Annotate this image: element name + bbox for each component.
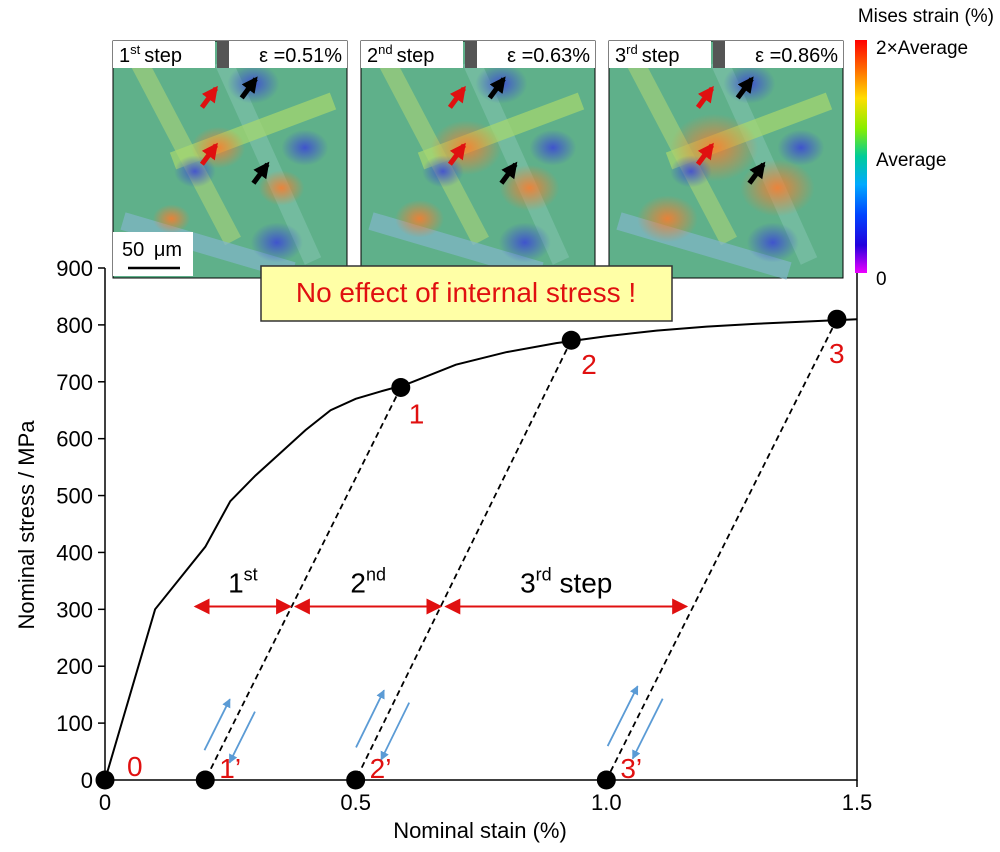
feature-arrow — [251, 161, 270, 185]
data-point-label: 0 — [127, 751, 143, 782]
y-tick-label: 400 — [56, 540, 93, 565]
feature-arrow — [747, 161, 766, 185]
feature-arrow — [695, 85, 714, 109]
unloading-line — [354, 339, 573, 781]
y-tick-label: 300 — [56, 597, 93, 622]
panel-strain-box — [229, 41, 347, 68]
y-axis-ticks: 0 100 200 300 400 500 600 700 800 900 — [56, 256, 105, 793]
colorbar-mid-label: Average — [876, 150, 946, 171]
y-axis-label: Nominal stress / MPa — [14, 420, 39, 630]
data-point-label: 1’ — [219, 753, 241, 784]
feature-arrow — [199, 85, 218, 109]
annotation-text: No effect of internal stress ! — [296, 277, 636, 308]
plot-frame — [104, 268, 858, 781]
feature-arrow — [499, 161, 518, 185]
colorbar: Mises strain (%) 2×Average Average 0 — [855, 6, 994, 290]
strain-map-panel: 3rd step ε =0.86% — [608, 40, 844, 280]
scale-bar-value: 50 — [122, 239, 144, 261]
panel-step-label: 2nd step — [367, 42, 434, 67]
panel-step-label: 3rd step — [615, 42, 680, 67]
feature-arrow — [447, 142, 466, 166]
step-span-label: 2nd — [350, 564, 386, 598]
x-axis-label: Nominal stain (%) — [393, 818, 567, 843]
data-point — [827, 309, 847, 329]
colorbar-min-label: 0 — [876, 269, 887, 290]
x-tick-label: 1.0 — [591, 790, 622, 815]
x-axis-ticks: 0 0.5 1.0 1.5 — [99, 780, 872, 815]
data-point-label: 1 — [409, 398, 425, 429]
loading-arrow — [606, 685, 639, 747]
feature-arrow — [447, 85, 466, 109]
data-points: 0 1 2 3 1’ 2’ 3’ — [95, 309, 847, 790]
x-tick-label: 1.5 — [842, 790, 873, 815]
data-point-label: 2 — [581, 349, 597, 380]
y-tick-label: 0 — [81, 768, 93, 793]
panel-step-label: 1st step — [119, 42, 182, 67]
data-point — [391, 377, 411, 397]
y-tick-label: 500 — [56, 484, 93, 509]
y-tick-label: 800 — [56, 313, 93, 338]
data-point-label: 3 — [829, 338, 845, 369]
panel-strain-label: ε =0.51% — [259, 45, 342, 67]
feature-arrow — [487, 76, 506, 100]
panel-step-box — [361, 41, 463, 68]
loading-arrow — [355, 689, 385, 748]
data-point — [561, 330, 581, 350]
step-span-arrows: 1st 2nd 3rd step — [193, 564, 689, 615]
unloading-lines — [204, 318, 838, 781]
data-point-label: 2’ — [370, 753, 392, 784]
svg-text:50 μm: 50 μm — [122, 239, 182, 261]
step-span-label: 3rd step — [520, 564, 612, 598]
panel-strain-label: ε =0.86% — [755, 45, 838, 67]
loading-unloading-arrows — [203, 685, 664, 764]
unloading-line — [204, 387, 402, 781]
colorbar-max-label: 2×Average — [876, 38, 968, 59]
colorbar-gradient — [855, 40, 867, 273]
y-tick-label: 700 — [56, 370, 93, 395]
panel-step-box — [609, 41, 711, 68]
y-tick-label: 100 — [56, 711, 93, 736]
strain-map-panels: 1st step ε =0.51% 2nd step ε =0.63% 3rd step ε =… — [112, 40, 844, 280]
data-point-label: 3’ — [620, 753, 642, 784]
feature-arrow — [239, 76, 258, 100]
unloading-arrow — [631, 698, 664, 760]
panel-step-box — [113, 41, 215, 68]
panel-strain-box — [725, 41, 843, 68]
strain-map-panel: 2nd step ε =0.63% — [360, 40, 596, 280]
y-tick-label: 900 — [56, 256, 93, 281]
feature-arrow — [199, 142, 218, 166]
y-tick-label: 200 — [56, 654, 93, 679]
scale-bar-unit: μm — [154, 239, 182, 261]
x-tick-label: 0 — [99, 790, 111, 815]
unloading-line — [605, 318, 838, 781]
colorbar-title: Mises strain (%) — [858, 6, 994, 27]
x-tick-label: 0.5 — [340, 790, 371, 815]
y-tick-label: 600 — [56, 427, 93, 452]
stress-strain-curve — [104, 318, 858, 781]
feature-arrow — [695, 142, 714, 166]
annotation-box: No effect of internal stress ! — [260, 265, 673, 322]
unloading-arrow — [228, 711, 256, 764]
unloading-arrow — [380, 702, 411, 761]
feature-arrow — [735, 76, 754, 100]
step-span-label: 1st — [228, 564, 258, 598]
panel-strain-label: ε =0.63% — [507, 45, 590, 67]
panel-strain-box — [477, 41, 595, 68]
loading-arrow — [203, 698, 231, 751]
scale-bar: 50 μm — [113, 232, 193, 276]
